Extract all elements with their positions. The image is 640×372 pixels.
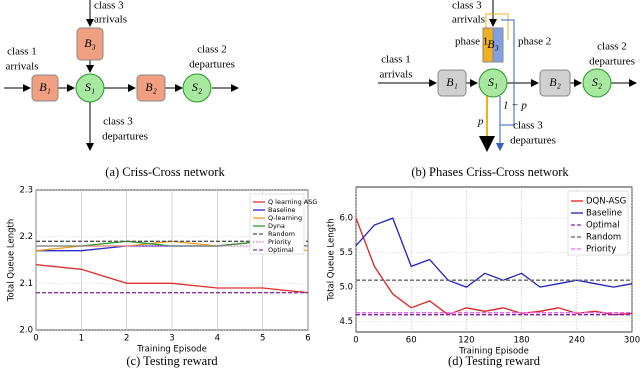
y-tick-label: 5.5: [339, 248, 353, 258]
node-label: B₂: [549, 75, 561, 89]
series-line: [355, 217, 633, 288]
y-tick-label: 6.0: [339, 214, 353, 224]
diagram-a: [4, 0, 239, 151]
buffer: [539, 69, 571, 97]
legend-label: Dyna: [268, 222, 285, 230]
legend: [249, 193, 305, 255]
x-tick-label: 2: [124, 334, 129, 344]
legend-label: Q-learning: [268, 214, 302, 222]
y-tick-label: 2.0: [19, 326, 33, 336]
diagram-b: [378, 0, 637, 152]
buffer: [437, 69, 467, 97]
y-axis-label: Total Queue Length: [327, 218, 337, 302]
x-tick-label: 180: [513, 336, 529, 346]
x-tick-label: 3: [169, 334, 174, 344]
label: phase 2: [518, 36, 551, 48]
buffer: [31, 74, 59, 102]
node-label: B₂: [145, 80, 157, 94]
caption: (a) Criss-Cross network: [105, 165, 225, 179]
legend-label: Q learning ASG: [268, 198, 317, 206]
node-label: B₁: [39, 80, 51, 94]
y-tick-label: 2.3: [19, 186, 33, 196]
buffer: [136, 74, 166, 102]
label: class 1: [7, 46, 37, 58]
legend-label: Random: [268, 230, 295, 238]
label: departures: [102, 131, 148, 143]
label: class 3: [94, 0, 124, 12]
x-tick-label: 5: [260, 334, 265, 344]
y-tick-label: 4.5: [339, 317, 353, 327]
x-tick-label: 60: [406, 336, 417, 346]
x-tick-label: 1: [79, 334, 84, 344]
label: arrivals: [94, 14, 127, 26]
label: arrivals: [380, 69, 413, 81]
label: class 3: [103, 116, 133, 128]
label: departures: [589, 56, 635, 68]
label: arrivals: [6, 61, 39, 73]
series-line: [35, 264, 309, 294]
x-axis-label: Training Episode: [136, 345, 207, 355]
legend-label: Optimal: [586, 221, 620, 231]
label: phase 1: [455, 36, 488, 48]
label: departures: [189, 59, 235, 71]
legend-label: Random: [586, 233, 621, 243]
node-label: B₃: [84, 36, 96, 50]
buffer: [76, 27, 104, 61]
caption: (d) Testing reward: [448, 354, 541, 368]
x-tick-label: 0: [33, 334, 38, 344]
server: [582, 68, 612, 98]
label: 1 − p: [503, 100, 527, 112]
x-tick-label: 4: [215, 334, 220, 344]
x-tick-label: 240: [569, 336, 585, 346]
caption: (c) Testing reward: [126, 354, 218, 368]
node-label: B₃: [487, 37, 499, 51]
x-tick-label: 0: [353, 336, 358, 346]
y-axis-label: Total Queue Length: [7, 219, 17, 303]
node-label: S₂: [592, 75, 602, 89]
x-tick-label: 120: [458, 336, 474, 346]
caption: (b) Phases Criss-Cross network: [411, 165, 569, 179]
y-tick-label: 2.2: [19, 232, 33, 242]
legend-label: Baseline: [586, 209, 622, 219]
x-axis-label: Training Episode: [458, 347, 529, 357]
x-tick-label: 6: [305, 334, 310, 344]
label: class 2: [197, 44, 227, 56]
legend-label: Priority: [586, 245, 616, 255]
legend: [567, 190, 629, 256]
label: arrivals: [452, 14, 485, 26]
node-label: S₁: [85, 80, 95, 94]
server: [478, 68, 508, 98]
x-tick-label: 300: [624, 336, 640, 346]
label: class 2: [597, 41, 627, 53]
legend-label: Baseline: [268, 206, 296, 214]
y-tick-label: 5.0: [339, 283, 353, 293]
server: [75, 73, 105, 103]
legend-label: DQN-ASG: [586, 197, 626, 207]
legend-label: Optimal: [268, 246, 294, 254]
y-tick-label: 2.1: [19, 279, 33, 289]
label: class 3: [452, 0, 482, 12]
legend-label: Priority: [268, 238, 291, 246]
node-label: S₁: [488, 75, 498, 89]
node-label: S₂: [192, 80, 202, 94]
label: departures: [510, 135, 556, 147]
server: [182, 73, 212, 103]
node-label: B₁: [446, 75, 458, 89]
label: class 3: [513, 120, 543, 132]
buffer: [492, 27, 504, 63]
label: p: [477, 116, 484, 128]
label: class 1: [381, 54, 411, 66]
